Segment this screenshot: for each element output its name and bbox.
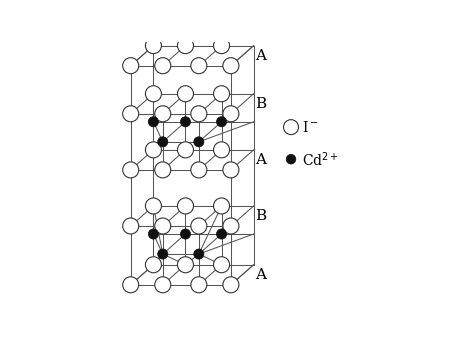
Circle shape	[181, 229, 191, 239]
Circle shape	[194, 249, 204, 259]
Circle shape	[146, 86, 162, 102]
Circle shape	[191, 218, 207, 234]
Circle shape	[177, 86, 193, 102]
Circle shape	[213, 257, 229, 273]
Circle shape	[123, 58, 139, 74]
Circle shape	[223, 106, 239, 122]
Circle shape	[213, 86, 229, 102]
Circle shape	[223, 218, 239, 234]
Circle shape	[191, 106, 207, 122]
Circle shape	[217, 117, 227, 127]
Text: A: A	[255, 49, 266, 63]
Circle shape	[213, 198, 229, 214]
Circle shape	[123, 277, 139, 293]
Circle shape	[158, 249, 168, 259]
Circle shape	[158, 137, 168, 147]
Circle shape	[217, 229, 227, 239]
Circle shape	[155, 106, 171, 122]
Circle shape	[155, 58, 171, 74]
Circle shape	[177, 142, 193, 158]
Circle shape	[191, 58, 207, 74]
Circle shape	[155, 162, 171, 178]
Circle shape	[181, 117, 191, 127]
Circle shape	[194, 137, 204, 147]
Circle shape	[223, 277, 239, 293]
Circle shape	[155, 218, 171, 234]
Text: I$^-$: I$^-$	[302, 120, 319, 135]
Text: A: A	[255, 268, 266, 282]
Circle shape	[223, 58, 239, 74]
Text: A: A	[255, 153, 266, 167]
Text: B: B	[255, 209, 266, 223]
Circle shape	[146, 198, 162, 214]
Circle shape	[177, 198, 193, 214]
Circle shape	[177, 37, 193, 54]
Circle shape	[286, 154, 296, 164]
Circle shape	[148, 229, 158, 239]
Circle shape	[148, 117, 158, 127]
Circle shape	[223, 162, 239, 178]
Circle shape	[146, 37, 162, 54]
Circle shape	[191, 162, 207, 178]
Text: B: B	[255, 97, 266, 111]
Text: Cd$^{2+}$: Cd$^{2+}$	[302, 150, 338, 169]
Circle shape	[123, 218, 139, 234]
Circle shape	[123, 162, 139, 178]
Circle shape	[146, 257, 162, 273]
Circle shape	[146, 142, 162, 158]
Circle shape	[177, 257, 193, 273]
Circle shape	[283, 120, 299, 135]
Circle shape	[191, 277, 207, 293]
Circle shape	[213, 142, 229, 158]
Circle shape	[123, 106, 139, 122]
Circle shape	[213, 37, 229, 54]
Circle shape	[155, 277, 171, 293]
